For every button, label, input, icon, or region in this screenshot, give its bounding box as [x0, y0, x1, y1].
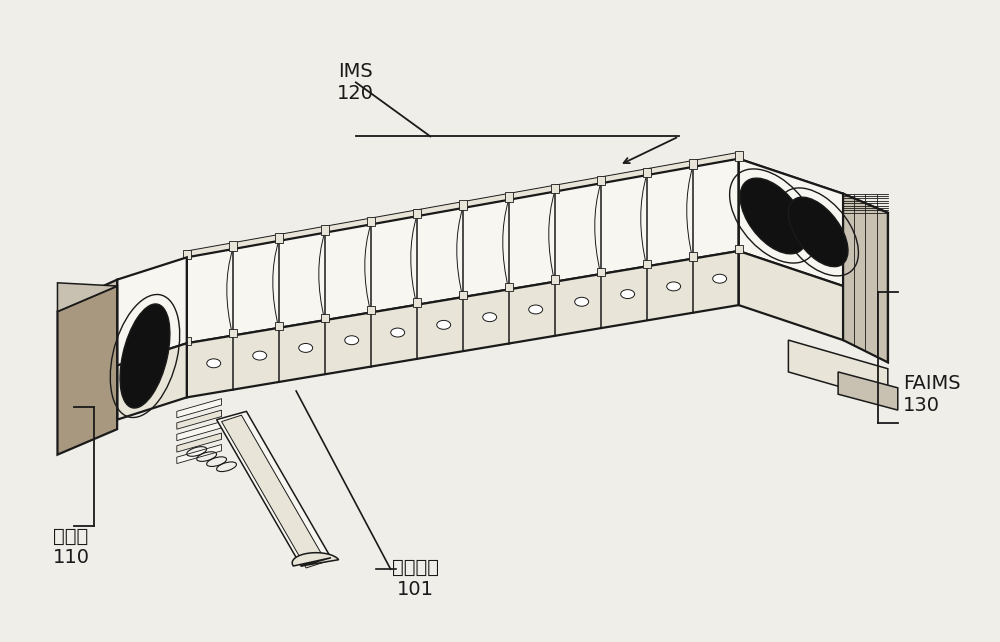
Circle shape [529, 305, 543, 314]
Polygon shape [735, 151, 743, 160]
Polygon shape [597, 268, 605, 276]
Circle shape [207, 359, 221, 368]
Polygon shape [275, 233, 283, 243]
Polygon shape [739, 159, 843, 286]
Polygon shape [321, 225, 329, 234]
Polygon shape [551, 184, 559, 193]
Polygon shape [177, 399, 222, 418]
Ellipse shape [120, 304, 170, 408]
Polygon shape [505, 192, 513, 202]
Polygon shape [117, 343, 187, 420]
Polygon shape [597, 176, 605, 186]
Circle shape [621, 290, 635, 299]
Polygon shape [735, 245, 743, 253]
Polygon shape [505, 283, 513, 291]
Circle shape [667, 282, 681, 291]
Polygon shape [367, 306, 375, 315]
Polygon shape [321, 314, 329, 322]
Polygon shape [367, 217, 375, 227]
Polygon shape [183, 337, 191, 345]
Polygon shape [413, 299, 421, 307]
Polygon shape [177, 444, 222, 464]
Ellipse shape [740, 178, 807, 254]
Polygon shape [117, 257, 187, 365]
Ellipse shape [788, 197, 848, 266]
Text: IMS
120: IMS 120 [337, 62, 374, 103]
Polygon shape [183, 250, 191, 259]
Polygon shape [82, 280, 117, 435]
Circle shape [253, 351, 267, 360]
Polygon shape [643, 168, 651, 177]
Polygon shape [217, 412, 331, 566]
Polygon shape [459, 291, 467, 299]
Polygon shape [229, 329, 237, 338]
Polygon shape [57, 283, 117, 311]
Polygon shape [275, 322, 283, 330]
Polygon shape [459, 200, 467, 210]
Polygon shape [739, 251, 843, 340]
Polygon shape [413, 209, 421, 218]
Polygon shape [689, 159, 697, 169]
Polygon shape [838, 372, 898, 410]
Polygon shape [177, 410, 222, 429]
Polygon shape [229, 241, 237, 251]
Circle shape [437, 320, 451, 329]
Polygon shape [788, 340, 888, 401]
Circle shape [345, 336, 359, 345]
Polygon shape [689, 252, 697, 261]
Polygon shape [843, 194, 888, 362]
Polygon shape [222, 415, 326, 568]
Text: FAIMS
130: FAIMS 130 [903, 374, 960, 415]
Polygon shape [177, 422, 222, 440]
Circle shape [391, 328, 405, 337]
Polygon shape [292, 553, 339, 566]
Polygon shape [187, 152, 739, 257]
Circle shape [299, 343, 313, 352]
Polygon shape [643, 260, 651, 268]
Circle shape [575, 297, 589, 306]
Text: 样本入口
101: 样本入口 101 [392, 559, 439, 599]
Polygon shape [187, 159, 739, 343]
Circle shape [713, 274, 727, 283]
Polygon shape [551, 275, 559, 284]
Text: 电离器
110: 电离器 110 [53, 526, 90, 568]
Polygon shape [177, 433, 222, 452]
Circle shape [483, 313, 497, 322]
Polygon shape [57, 286, 117, 455]
Polygon shape [187, 251, 739, 397]
